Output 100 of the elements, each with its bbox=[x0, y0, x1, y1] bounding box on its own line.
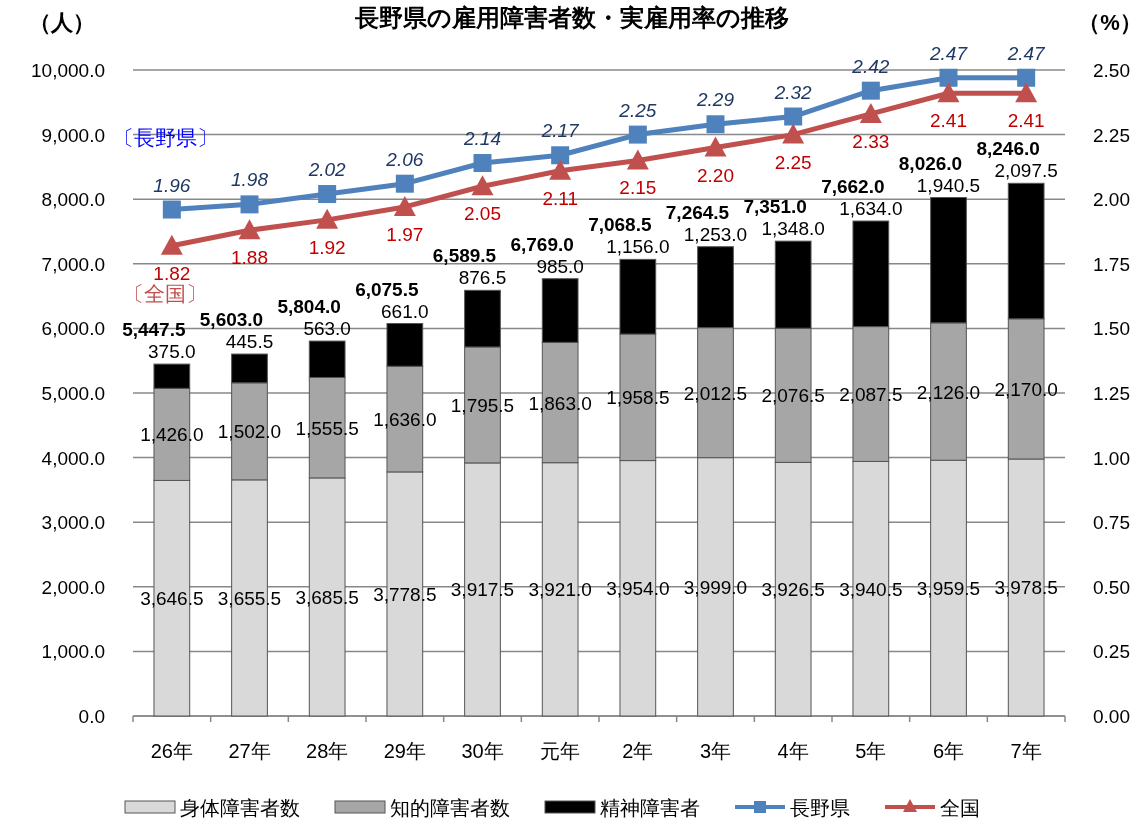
data-label: 1.97 bbox=[386, 223, 424, 245]
x-tick-label: 3年 bbox=[699, 740, 732, 762]
point bbox=[318, 185, 337, 204]
data-label: 1,555.5 bbox=[295, 417, 359, 439]
data-label: 445.5 bbox=[225, 331, 274, 353]
data-label: 1,958.5 bbox=[606, 387, 670, 409]
data-label: 3,655.5 bbox=[217, 587, 282, 609]
total-label: 5,447.5 bbox=[122, 319, 186, 341]
point bbox=[549, 159, 572, 180]
point bbox=[704, 136, 727, 157]
data-label: 2,087.5 bbox=[839, 384, 903, 406]
y2-tick-label: 1.75 bbox=[1093, 253, 1130, 275]
legend-label: 全国 bbox=[940, 797, 980, 819]
y2-tick-label: 0.25 bbox=[1093, 641, 1130, 663]
total-label: 7,264.5 bbox=[665, 201, 730, 223]
point bbox=[238, 219, 261, 240]
total-label: 5,603.0 bbox=[199, 309, 264, 331]
point bbox=[162, 200, 181, 219]
total-label: 6,589.5 bbox=[432, 245, 497, 267]
y-tick-label: 9,000.0 bbox=[41, 124, 105, 146]
data-label: 2,076.5 bbox=[761, 385, 825, 407]
point bbox=[551, 146, 570, 165]
data-label: 3,978.5 bbox=[994, 577, 1058, 599]
y2-tick-label: 2.50 bbox=[1093, 60, 1130, 81]
data-label: 1.82 bbox=[153, 262, 191, 284]
data-label: 2.32 bbox=[773, 81, 813, 103]
legend-label: 知的障害者数 bbox=[390, 797, 510, 819]
x-tick-label: 27年 bbox=[228, 740, 271, 762]
x-tick-label: 2年 bbox=[622, 740, 654, 762]
data-label: 2,170.0 bbox=[994, 378, 1058, 400]
point bbox=[240, 195, 259, 214]
data-label: 3,778.5 bbox=[373, 583, 437, 605]
data-label: 2.14 bbox=[463, 128, 501, 150]
data-label: 2,097.5 bbox=[994, 160, 1058, 182]
x-tick-label: 26年 bbox=[150, 740, 193, 762]
legend-label: 長野県 bbox=[790, 797, 850, 819]
legend-label: 身体障害者数 bbox=[180, 797, 300, 819]
point bbox=[393, 195, 416, 216]
y2-tick-label: 1.50 bbox=[1093, 318, 1130, 340]
total-label: 7,662.0 bbox=[821, 176, 885, 198]
point bbox=[1017, 68, 1036, 87]
data-label: 3,646.5 bbox=[140, 588, 204, 610]
data-label: 2.33 bbox=[852, 130, 890, 152]
data-label: 2.25 bbox=[774, 151, 812, 173]
y2-axis-title: （%） bbox=[1078, 10, 1142, 35]
total-label: 7,068.5 bbox=[588, 214, 652, 236]
y-tick-label: 5,000.0 bbox=[41, 383, 105, 404]
data-label: 2.06 bbox=[385, 148, 424, 170]
data-label: 2.42 bbox=[851, 55, 890, 77]
y2-tick-label: 0.50 bbox=[1093, 576, 1130, 598]
x-tick-label: 7年 bbox=[1010, 740, 1042, 762]
data-label: 1.92 bbox=[308, 236, 346, 258]
point bbox=[939, 68, 958, 87]
data-label: 1,426.0 bbox=[140, 424, 204, 446]
data-label: 3,940.5 bbox=[839, 578, 903, 600]
data-label: 2.41 bbox=[1007, 110, 1045, 132]
point bbox=[160, 234, 183, 255]
data-label: 1,636.0 bbox=[373, 409, 437, 431]
point bbox=[1015, 82, 1038, 103]
y2-tick-label: 2.00 bbox=[1093, 189, 1130, 211]
data-label: 1,156.0 bbox=[606, 236, 670, 258]
y-tick-label: 4,000.0 bbox=[41, 447, 105, 469]
y-axis-title: （人） bbox=[29, 10, 95, 35]
point bbox=[782, 123, 805, 144]
data-label: 1,940.5 bbox=[916, 174, 981, 196]
point bbox=[316, 208, 339, 229]
y2-tick-label: 2.25 bbox=[1093, 124, 1130, 146]
data-label: 2,126.0 bbox=[916, 381, 981, 403]
data-label: 1.98 bbox=[231, 169, 269, 191]
y2-tick-label: 1.00 bbox=[1093, 447, 1130, 469]
point bbox=[861, 81, 880, 100]
y-tick-label: 2,000.0 bbox=[41, 576, 105, 598]
data-label: 2.47 bbox=[929, 42, 969, 64]
data-label: 2.29 bbox=[696, 89, 735, 111]
data-label: 3,954.0 bbox=[606, 578, 670, 600]
total-label: 8,026.0 bbox=[898, 152, 963, 174]
x-tick-label: 28年 bbox=[306, 740, 349, 762]
data-label: 3,921.0 bbox=[528, 579, 592, 601]
x-tick-label: 30年 bbox=[461, 740, 504, 762]
total-label: 6,769.0 bbox=[510, 233, 574, 255]
legend-label: 精神障害者 bbox=[600, 797, 700, 819]
total-label: 7,351.0 bbox=[743, 196, 807, 218]
total-label: 8,246.0 bbox=[976, 138, 1040, 160]
data-label: 1,634.0 bbox=[839, 198, 903, 220]
data-label: 1.88 bbox=[231, 247, 268, 269]
data-label: 375.0 bbox=[148, 341, 196, 363]
data-label: 3,685.5 bbox=[295, 586, 359, 608]
point bbox=[937, 82, 960, 103]
data-label: 2.17 bbox=[540, 120, 581, 142]
data-label: 1.96 bbox=[153, 174, 191, 196]
data-label: 3,999.0 bbox=[683, 576, 748, 598]
data-label: 2.11 bbox=[542, 187, 578, 209]
y-tick-label: 3,000.0 bbox=[41, 512, 105, 534]
y2-tick-label: 0.00 bbox=[1093, 706, 1130, 727]
y-tick-label: 1,000.0 bbox=[41, 641, 105, 663]
point bbox=[706, 115, 725, 134]
x-tick-label: 元年 bbox=[540, 740, 581, 762]
data-label: 563.0 bbox=[303, 318, 351, 340]
data-label: 2.02 bbox=[307, 159, 347, 181]
data-label: 2.05 bbox=[464, 203, 501, 225]
